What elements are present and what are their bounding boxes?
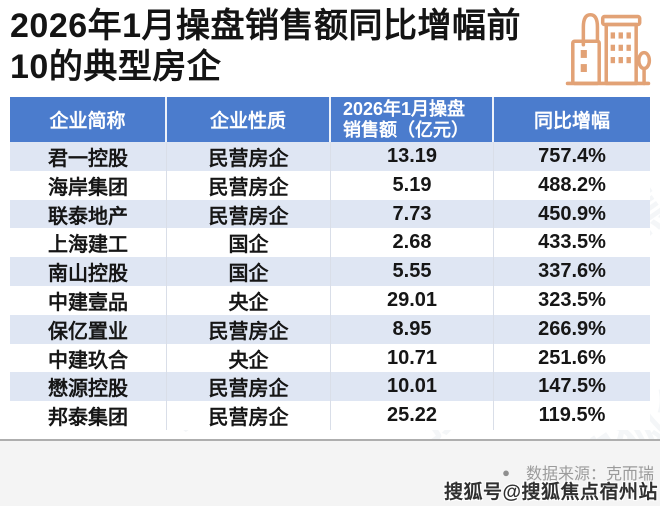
sohu-account-watermark: 搜狐号@搜狐焦点宿州站 bbox=[443, 482, 658, 503]
sales-value-cell: 13.19 bbox=[331, 142, 494, 171]
table-row: 懋源控股 民营房企 10.01 147.5% bbox=[10, 372, 650, 402]
sales-value-cell: 25.22 bbox=[331, 401, 494, 431]
company-type-cell: 民营房企 bbox=[167, 314, 331, 344]
company-name-cell: 中建玖合 bbox=[10, 343, 167, 373]
header-cell-growth: 同比增幅 bbox=[533, 111, 610, 132]
table-row: 中建壹品 央企 29.01 323.5% bbox=[10, 285, 650, 315]
buildings-icon bbox=[565, 13, 652, 86]
title-line-1: 2026年1月操盘销售额同比增幅前 bbox=[10, 7, 522, 45]
growth-rate-cell: 488.2% bbox=[538, 173, 606, 196]
growth-rate-cell: 266.9% bbox=[538, 317, 606, 340]
growth-rate-cell: 251.6% bbox=[538, 346, 606, 369]
table-row: 南山控股 国企 5.55 337.6% bbox=[10, 257, 650, 287]
table-row: 中建玖合 央企 10.71 251.6% bbox=[10, 343, 650, 373]
company-name-cell: 邦泰集团 bbox=[10, 401, 167, 431]
title-line-2: 10的典型房企 bbox=[10, 48, 222, 86]
growth-rate-cell: 337.6% bbox=[538, 260, 606, 283]
page-title: 2026年1月操盘销售额同比增幅前 10的典型房企 bbox=[10, 6, 566, 88]
sales-value-cell: 29.01 bbox=[331, 285, 494, 315]
sales-value-cell: 10.01 bbox=[331, 372, 494, 402]
company-type-cell: 民营房企 bbox=[167, 401, 331, 431]
header-cell-sales: 2026年1月操盘 销售额（亿元） bbox=[331, 97, 494, 142]
header-cell-company: 企业简称 bbox=[10, 97, 167, 142]
company-type-cell: 国企 bbox=[167, 228, 331, 258]
sales-value-cell: 5.19 bbox=[331, 170, 494, 200]
company-type-cell: 国企 bbox=[167, 257, 331, 287]
divider-line bbox=[0, 439, 660, 441]
sales-value-cell: 5.55 bbox=[331, 257, 494, 287]
sales-value-cell: 10.71 bbox=[331, 343, 494, 373]
company-type-cell: 民营房企 bbox=[167, 372, 331, 402]
table-body: 君一控股 民营房企 13.19 757.4% 海岸集团 民营房企 5.19 48… bbox=[10, 142, 650, 431]
table-row: 联泰地产 民营房企 7.73 450.9% bbox=[10, 199, 650, 229]
company-name-cell: 联泰地产 bbox=[10, 199, 167, 229]
table-row: 君一控股 民营房企 13.19 757.4% bbox=[10, 142, 650, 171]
sales-value-cell: 8.95 bbox=[331, 314, 494, 344]
company-name-cell: 上海建工 bbox=[10, 228, 167, 258]
table-row: 邦泰集团 民营房企 25.22 119.5% bbox=[10, 401, 650, 431]
data-source: ● 数据来源：克而瑞 bbox=[502, 460, 654, 484]
company-type-cell: 民营房企 bbox=[167, 170, 331, 200]
growth-rate-cell: 119.5% bbox=[538, 404, 606, 427]
header-cell-type: 企业性质 bbox=[167, 97, 331, 142]
table-row: 上海建工 国企 2.68 433.5% bbox=[10, 228, 650, 258]
company-type-cell: 央企 bbox=[167, 343, 331, 373]
company-name-cell: 懋源控股 bbox=[10, 372, 167, 402]
data-table: 企业简称 企业性质 2026年1月操盘 销售额（亿元） 同比增幅 君一控股 民营… bbox=[10, 97, 650, 431]
growth-rate-cell: 433.5% bbox=[538, 231, 606, 254]
company-name-cell: 中建壹品 bbox=[10, 285, 167, 315]
footer-band bbox=[0, 441, 660, 506]
company-name-cell: 南山控股 bbox=[10, 257, 167, 287]
source-text: 数据来源：克而瑞 bbox=[525, 466, 654, 483]
company-name-cell: 君一控股 bbox=[10, 142, 167, 171]
table-header-row: 企业简称 企业性质 2026年1月操盘 销售额（亿元） 同比增幅 bbox=[10, 97, 650, 142]
table-row: 保亿置业 民营房企 8.95 266.9% bbox=[10, 314, 650, 344]
sales-value-cell: 7.73 bbox=[331, 199, 494, 229]
company-type-cell: 民营房企 bbox=[167, 142, 331, 171]
company-name-cell: 保亿置业 bbox=[10, 314, 167, 344]
growth-rate-cell: 147.5% bbox=[538, 375, 606, 398]
growth-rate-cell: 450.9% bbox=[538, 202, 606, 225]
dot-icon: ● bbox=[502, 464, 510, 480]
growth-rate-cell: 323.5% bbox=[538, 288, 606, 311]
company-type-cell: 央企 bbox=[167, 285, 331, 315]
sales-value-cell: 2.68 bbox=[331, 228, 494, 258]
growth-rate-cell: 757.4% bbox=[538, 145, 606, 167]
company-type-cell: 民营房企 bbox=[167, 199, 331, 229]
table-row: 海岸集团 民营房企 5.19 488.2% bbox=[10, 170, 650, 200]
company-name-cell: 海岸集团 bbox=[10, 170, 167, 200]
